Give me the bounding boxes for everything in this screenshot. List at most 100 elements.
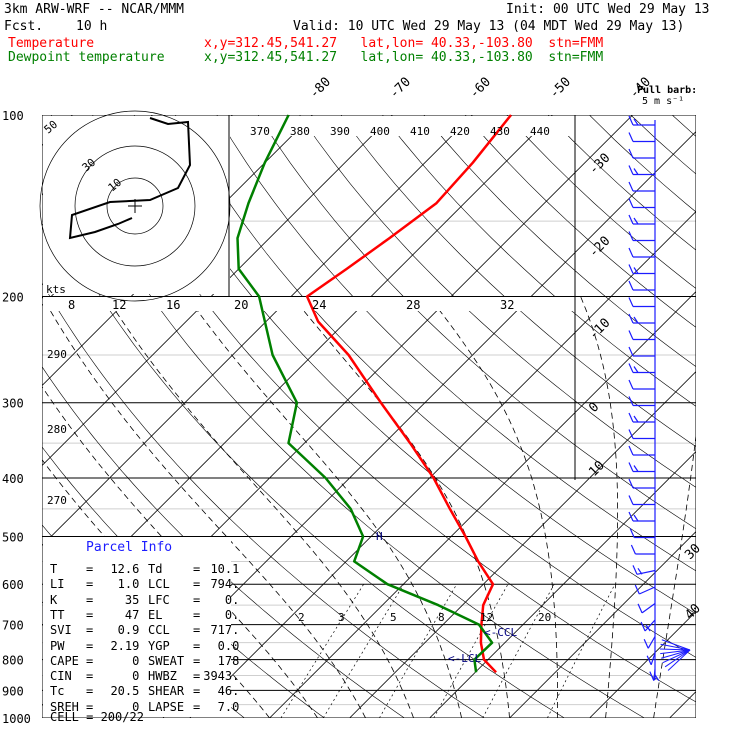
- moist-adiabat: [580, 296, 618, 718]
- ring-10: [106, 177, 164, 235]
- wind-barb: [639, 586, 656, 595]
- wind-barb-flag: [633, 267, 639, 274]
- hodograph-panel: [43, 116, 230, 294]
- parcel-eq: =: [86, 607, 94, 622]
- grid-layer: [42, 115, 740, 719]
- mixing-ratio-label: 28: [406, 298, 420, 312]
- isotherm: [189, 211, 696, 718]
- wind-barb-flag: [628, 280, 634, 291]
- parcel-value: 7.0: [196, 699, 240, 714]
- pressure-tick-200: 200: [2, 291, 24, 305]
- isotherm: [349, 371, 696, 718]
- mixing-ratio-label: 16: [166, 298, 180, 312]
- parcel-value: 0.0: [196, 638, 240, 653]
- dry-adiabat: [671, 115, 696, 137]
- series-dewpoint-temperature: [236, 114, 494, 673]
- wind-barb: [636, 569, 656, 575]
- pressure-tick-700: 700: [2, 619, 24, 633]
- wind-barb-flag: [628, 495, 634, 505]
- annotation-h: H: [376, 530, 383, 543]
- isotherm-label: -30: [586, 151, 613, 178]
- parcel-label: Tc: [50, 684, 65, 699]
- pressure-tick-800: 800: [2, 654, 24, 668]
- hodograph-units: kts: [46, 283, 66, 296]
- dry-adiabat: [299, 115, 696, 488]
- pressure-tick-100: 100: [2, 109, 24, 123]
- parcel-label: K: [50, 592, 58, 607]
- wind-barb: [641, 603, 656, 614]
- moist-adiabat: [42, 296, 366, 718]
- mixing-ratio-line: [482, 584, 555, 718]
- mixing-ratio-line: [547, 584, 616, 718]
- parcel-eq: =: [86, 684, 94, 699]
- wind-barb-flag: [633, 118, 639, 126]
- wind-barb: [664, 649, 691, 668]
- parcel-value: 0: [96, 653, 140, 668]
- isotherm-label: 30: [682, 541, 704, 563]
- parcel-eq: =: [193, 669, 201, 684]
- parcel-value: 35: [96, 592, 140, 607]
- mixing-ratio-label: 2: [298, 611, 305, 624]
- parcel-label: CAPE: [50, 653, 79, 668]
- wind-barb: [660, 648, 691, 651]
- ring-30: [74, 145, 196, 267]
- parcel-value: 0.9: [96, 623, 140, 638]
- wind-barb-flag: [628, 346, 634, 357]
- dry-adiabat: [216, 115, 696, 572]
- parcel-value: 2.19: [96, 638, 140, 653]
- wind-barb-flag: [633, 316, 639, 324]
- sounding-curves: [236, 114, 512, 674]
- wind-barb-flag: [628, 231, 634, 241]
- parcel-label: Td: [148, 562, 163, 576]
- wind-barb-flag: [633, 465, 639, 472]
- moist-adiabat: [702, 297, 740, 719]
- parcel-label: LFC: [148, 592, 170, 607]
- wind-barb-flag: [628, 247, 634, 258]
- dry-adiabat: [42, 282, 485, 718]
- parcel-value: 0.: [196, 592, 240, 607]
- parcel-value: 1.0: [96, 577, 140, 592]
- dry-adiabat: [50, 115, 645, 718]
- init-time: Init: 00 UTC Wed 29 May 13: [506, 2, 710, 17]
- wind-barb: [661, 649, 691, 659]
- model-title: 3km ARW-WRF -- NCAR/MMM: [4, 2, 185, 17]
- pressure-tick-300: 300: [2, 397, 24, 411]
- temp-location: x,y=312.45,541.27 lat,lon= 40.33,-103.80…: [204, 36, 604, 51]
- wind-barb-flag: [628, 148, 634, 159]
- wind-barb-flag: [637, 603, 643, 614]
- parcel-value: 3943.: [196, 669, 240, 684]
- wind-barb-flag: [628, 198, 634, 208]
- wind-barb-flag: [632, 565, 638, 575]
- parcel-value: 10.1: [196, 562, 240, 576]
- wind-barb: [660, 649, 691, 655]
- wind-barb-flag: [643, 639, 649, 649]
- mixing-ratio-label: 8: [438, 611, 445, 624]
- parcel-label: LI: [50, 577, 65, 592]
- parcel-label: SVI: [50, 623, 72, 638]
- pressure-tick-600: 600: [2, 578, 24, 592]
- parcel-label: YGP: [148, 638, 170, 653]
- mixing-ratio-line: [280, 584, 364, 718]
- parcel-eq: =: [86, 623, 94, 638]
- fcst-value: 10 h: [76, 19, 108, 34]
- wind-barbs: [628, 115, 691, 681]
- wind-barb-flag: [645, 624, 651, 632]
- dry-adiabat: [382, 115, 696, 407]
- moist-adiabat: [653, 432, 696, 718]
- series-temperature: [305, 114, 512, 674]
- parcel-label: CIN: [50, 669, 72, 684]
- theta-label: 380: [290, 125, 310, 138]
- isotherm: [42, 115, 473, 547]
- thetae-label: 270: [47, 494, 67, 507]
- wind-barb-flag: [628, 181, 634, 192]
- wind-barb: [662, 649, 691, 664]
- parcel-label: SHEAR: [148, 684, 185, 699]
- parcel-label: T: [50, 562, 58, 576]
- mixing-ratio-line: [322, 584, 405, 718]
- wind-barb-flag: [633, 217, 639, 225]
- parcel-value: 0: [96, 669, 140, 684]
- thetae-label: 280: [47, 423, 67, 436]
- mixing-ratio-label: 20: [538, 611, 551, 624]
- parcel-eq: =: [193, 592, 201, 607]
